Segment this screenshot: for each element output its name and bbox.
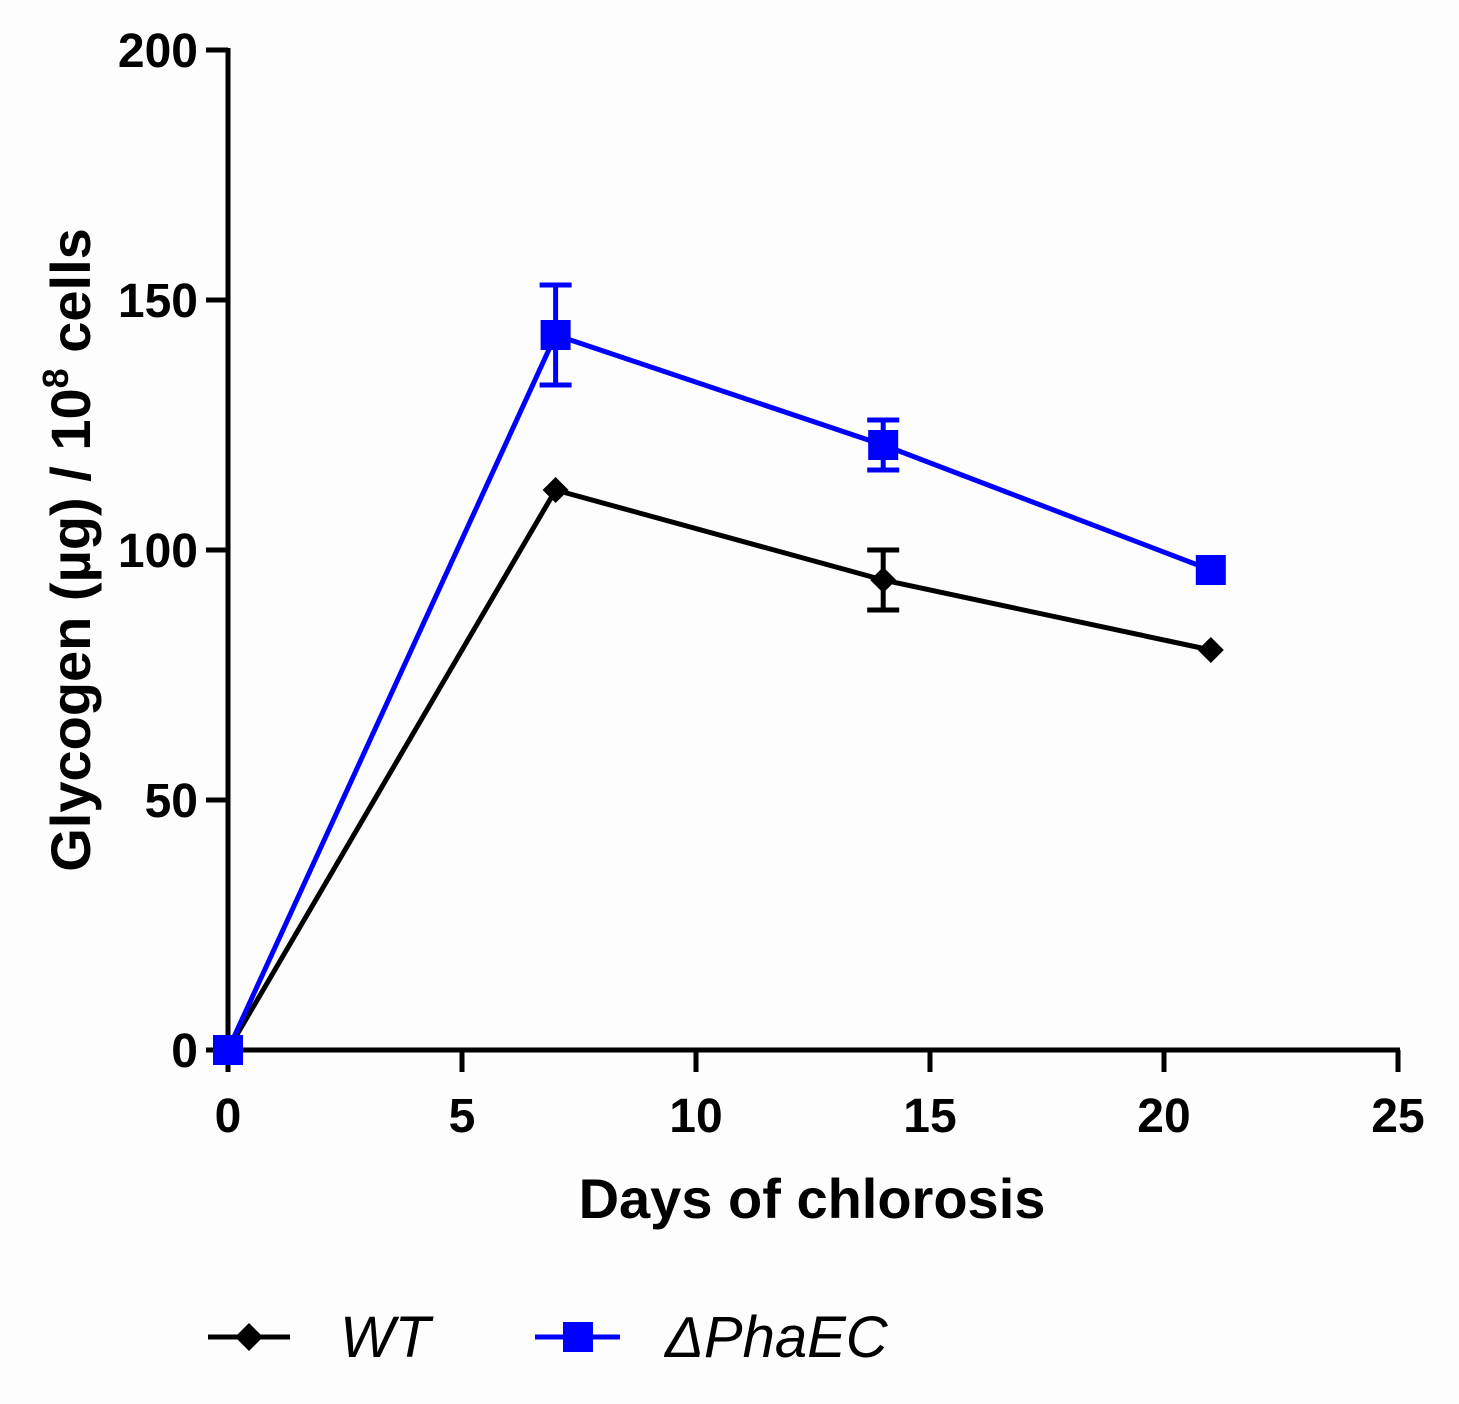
y-tick-label: 150 [118,275,198,328]
axes: 0 50 100 150 200 0 5 10 15 20 25 [118,25,1425,1143]
series-layer [213,282,1226,1065]
series-phaec [213,282,1226,1065]
series-line [225,332,1212,1052]
y-tick-label: 0 [171,1025,198,1078]
y-axis-title-main: Glycogen (µg) / 10 [39,388,102,871]
legend-item-wt: WT [208,1305,434,1370]
data-point [868,430,899,460]
legend: WT ΔPhaEC [208,1305,889,1370]
x-axis-title: Days of chlorosis [579,1167,1046,1230]
y-tick-label: 100 [118,525,198,578]
x-tick-label: 5 [449,1090,476,1143]
data-point [1195,555,1226,585]
y-axis-title-suffix: cells [39,228,102,368]
x-tick-label: 15 [903,1090,956,1143]
y-tick-label: 50 [145,775,198,828]
legend-marker-square [563,1322,593,1352]
legend-item-phaec: ΔPhaEC [535,1305,889,1370]
x-tick-label: 20 [1137,1090,1190,1143]
data-point [213,1035,243,1065]
series-line [225,487,1212,1052]
data-point [870,567,897,593]
y-axis-title-superscript: 8 [35,368,76,388]
y-tick-label: 200 [118,25,198,78]
legend-label-phaec: ΔPhaEC [663,1305,889,1370]
x-tick-label: 0 [215,1090,242,1143]
data-point [542,477,569,503]
legend-marker-diamond [235,1323,263,1351]
legend-label-wt: WT [340,1305,434,1370]
data-point [540,320,571,350]
data-point [1197,637,1224,663]
series-wt [215,477,1224,1063]
x-tick-label: 25 [1371,1090,1424,1143]
x-tick-label: 10 [669,1090,722,1143]
y-axis-title: Glycogen (µg) / 108 cells [35,228,102,872]
